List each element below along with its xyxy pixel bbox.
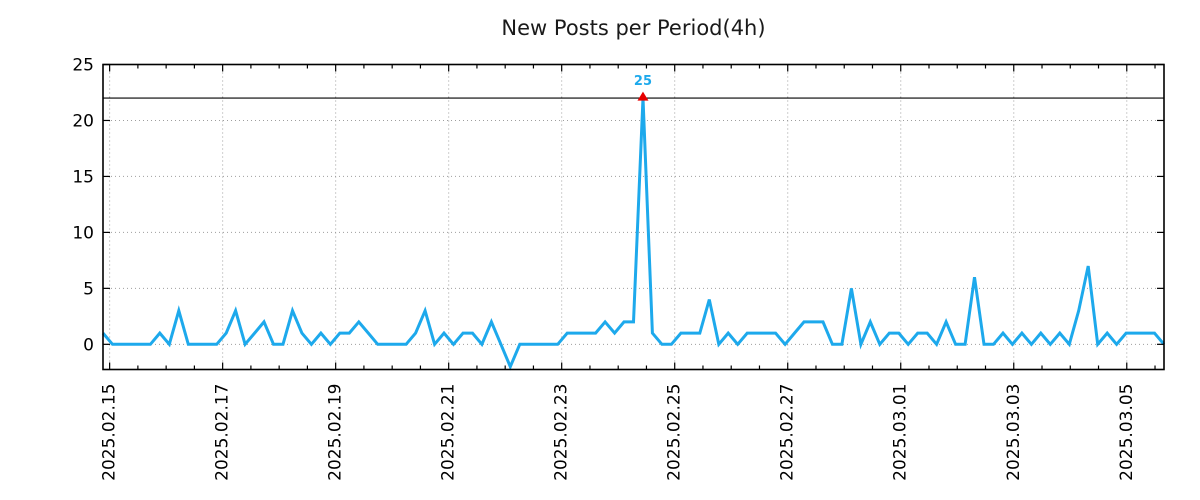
y-tick-label: 25 xyxy=(72,56,94,76)
y-tick-label: 20 xyxy=(72,111,94,131)
series-line xyxy=(101,98,1166,371)
x-tick-label: 2025.02.19 xyxy=(326,384,346,481)
chart-title: New Posts per Period(4h) xyxy=(501,16,766,40)
x-tick-label: 2025.02.17 xyxy=(213,384,233,481)
peak-value-label: 25 xyxy=(634,74,652,89)
x-tick-label: 2025.02.15 xyxy=(100,384,120,481)
y-tick-label: 0 xyxy=(83,335,94,355)
x-tick-label: 2025.02.27 xyxy=(778,384,798,481)
x-tick-label: 2025.03.01 xyxy=(891,384,911,481)
plot-border xyxy=(102,63,1165,371)
y-tick-label: 15 xyxy=(72,167,94,187)
x-tick-label: 2025.02.21 xyxy=(439,384,459,481)
x-tick-label: 2025.02.25 xyxy=(665,384,685,481)
y-tick-label: 10 xyxy=(72,223,94,243)
x-tick-label: 2025.03.03 xyxy=(1004,384,1024,481)
peak-marker-icon xyxy=(637,91,649,101)
y-tick-label: 5 xyxy=(83,279,94,299)
x-tick-label: 2025.02.23 xyxy=(552,384,572,481)
x-tick-label: 2025.03.05 xyxy=(1117,384,1137,481)
